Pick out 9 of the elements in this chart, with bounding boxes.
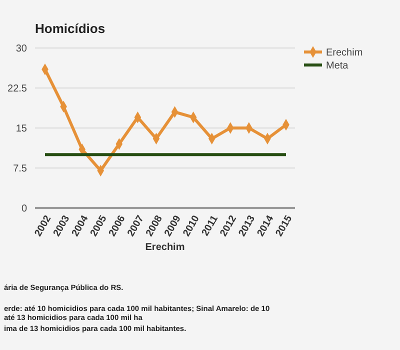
y-tick-label: 0 — [21, 204, 28, 214]
legend-label: Meta — [326, 60, 349, 72]
chart-title: Homicídios — [35, 21, 106, 36]
y-tick-label: 30 — [16, 44, 28, 54]
y-tick-label: 7.5 — [13, 164, 28, 174]
y-tick-label: 15 — [16, 124, 28, 134]
legend-label: Erechim — [326, 48, 363, 58]
x-axis-title: Erechim — [145, 242, 185, 253]
y-tick-label: 22.5 — [8, 84, 28, 94]
